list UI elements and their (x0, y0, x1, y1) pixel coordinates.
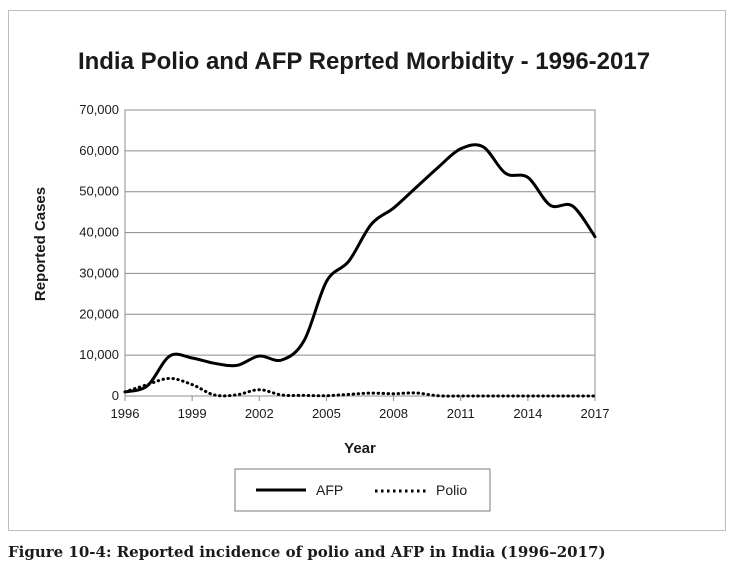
x-tick-label: 2014 (513, 406, 542, 421)
y-tick-label: 50,000 (79, 184, 119, 199)
x-tick-label: 2008 (379, 406, 408, 421)
y-tick-label: 40,000 (79, 225, 119, 240)
plot-area (124, 109, 596, 397)
x-tick-label: 2005 (312, 406, 341, 421)
y-tick-label: 10,000 (79, 347, 119, 362)
legend-polio-label: Polio (436, 482, 467, 498)
chart-title: India Polio and AFP Reprted Morbidity - … (78, 48, 650, 75)
x-tick-label: 2011 (447, 406, 475, 421)
legend: AFP Polio (234, 468, 491, 512)
y-tick-label: 60,000 (79, 143, 119, 158)
x-tick-label: 2017 (581, 406, 610, 421)
chart-frame: India Polio and AFP Reprted Morbidity - … (8, 10, 726, 531)
series-lines (123, 143, 597, 398)
x-tick-label: 1996 (111, 406, 140, 421)
x-tick-label: 1999 (178, 406, 207, 421)
y-tick-label: 20,000 (79, 306, 119, 321)
series-polio-line (123, 376, 597, 398)
series-afp-line (123, 143, 597, 394)
y-tick-label: 0 (112, 388, 119, 403)
gridlines (125, 109, 595, 397)
y-tick-label: 70,000 (79, 102, 119, 117)
y-axis-label: Reported Cases (32, 187, 49, 301)
figure-caption: Figure 10-4: Reported incidence of polio… (8, 543, 606, 561)
x-axis-ticks: 1996 1999 2002 2005 2008 2011 2014 2017 (111, 396, 610, 421)
y-axis-ticks: 0 10,000 20,000 30,000 40,000 50,000 60,000 70,… (79, 102, 119, 403)
y-tick-label: 30,000 (79, 265, 119, 280)
line-chart: India Polio and AFP Reprted Morbidity - … (32, 48, 650, 512)
x-axis-label: Year (344, 440, 376, 457)
x-tick-label: 2002 (245, 406, 274, 421)
legend-afp-label: AFP (316, 482, 343, 498)
